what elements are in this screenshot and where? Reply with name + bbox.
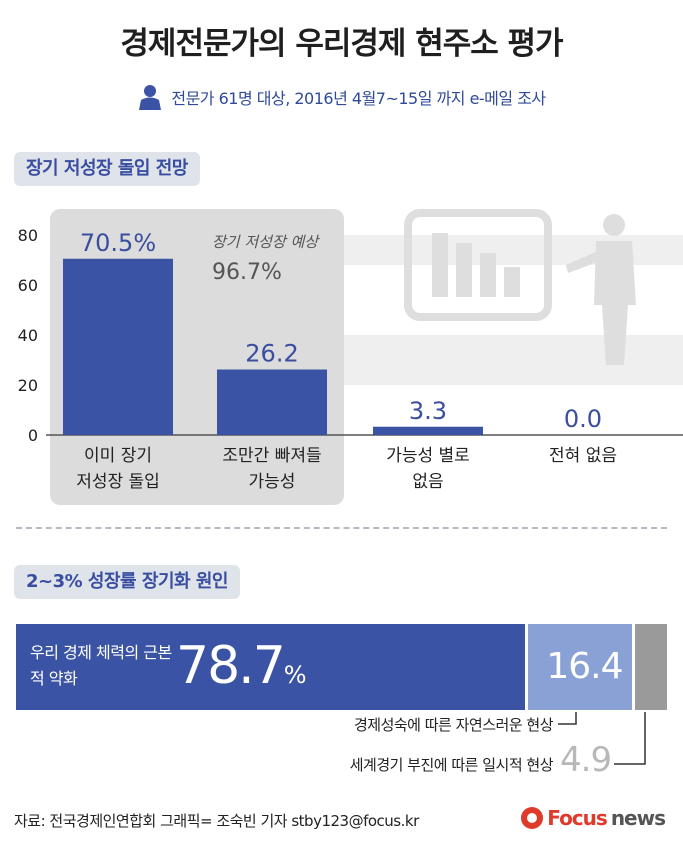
bar-value-label: 70.5% bbox=[80, 229, 156, 257]
brand-logo: Focus news bbox=[521, 806, 666, 830]
y-tick-label: 40 bbox=[18, 326, 38, 345]
bar-value-label: 3.3 bbox=[409, 397, 447, 425]
bar bbox=[63, 258, 173, 435]
segment-structural-weakness: 우리 경제 체력의 근본적 약화 78.7% bbox=[16, 624, 526, 710]
segment3-value: 4.9 bbox=[560, 740, 612, 780]
segment1-value: 78.7% bbox=[176, 636, 307, 696]
category-label: 저성장 돌입 bbox=[76, 472, 160, 492]
person-icon bbox=[139, 85, 162, 110]
leader-lines bbox=[558, 712, 646, 765]
stacked-bar: 우리 경제 체력의 근본적 약화 78.7% 16.4 bbox=[16, 624, 667, 710]
segment-natural-maturity: 16.4 bbox=[528, 624, 633, 710]
subtitle: 전문가 61명 대상, 2016년 4월7~15일 까지 e-메일 조사 bbox=[171, 89, 546, 108]
bar-value-label: 26.2 bbox=[245, 340, 298, 368]
bar-value-label: 0.0 bbox=[564, 405, 602, 433]
category-label: 없음 bbox=[412, 472, 443, 492]
category-label: 이미 장기 bbox=[84, 446, 152, 466]
subtitle-row: 전문가 61명 대상, 2016년 4월7~15일 까지 e-메일 조사 bbox=[0, 82, 683, 112]
page-title: 경제전문가의 우리경제 현주소 평가 bbox=[120, 26, 563, 62]
category-label: 가능성 bbox=[249, 472, 296, 492]
presenter-silhouette-icon bbox=[566, 214, 636, 365]
section-divider bbox=[16, 527, 667, 529]
section1-title: 장기 저성장 돌입 전망 bbox=[14, 152, 200, 186]
bar bbox=[217, 369, 327, 435]
y-tick-label: 20 bbox=[18, 376, 38, 395]
segment-temporary-slump bbox=[635, 624, 667, 710]
category-label: 가능성 별로 bbox=[386, 446, 470, 466]
brand-name-news: news bbox=[610, 806, 666, 830]
y-tick-label: 0 bbox=[28, 426, 38, 445]
category-label: 전혀 없음 bbox=[549, 446, 617, 466]
y-tick-label: 80 bbox=[18, 226, 38, 245]
segment3-label: 세계경기 부진에 따른 일시적 현상 bbox=[349, 756, 554, 774]
segment2-value: 16.4 bbox=[546, 646, 623, 687]
segment1-label: 우리 경제 체력의 근본적 약화 bbox=[30, 643, 172, 688]
focus-logo-icon bbox=[521, 807, 544, 829]
chart-board-icon bbox=[404, 209, 552, 321]
section2-title: 2~3% 성장률 장기화 원인 bbox=[14, 565, 240, 599]
brand-name-focus: Focus bbox=[547, 806, 608, 830]
bg-stripe bbox=[344, 335, 683, 385]
annotation-value: 96.7% bbox=[212, 260, 282, 285]
segment2-label: 경제성숙에 따른 자연스러운 현상 bbox=[353, 716, 554, 734]
y-tick-label: 60 bbox=[18, 276, 38, 295]
category-label: 조만간 빠져들 bbox=[222, 446, 321, 466]
annotation-label: 장기 저성장 예상 bbox=[212, 233, 320, 251]
bar bbox=[373, 426, 483, 435]
source-credit: 자료: 전국경제인연합회 그래픽= 조숙빈 기자 stby123@focus.k… bbox=[14, 812, 419, 830]
